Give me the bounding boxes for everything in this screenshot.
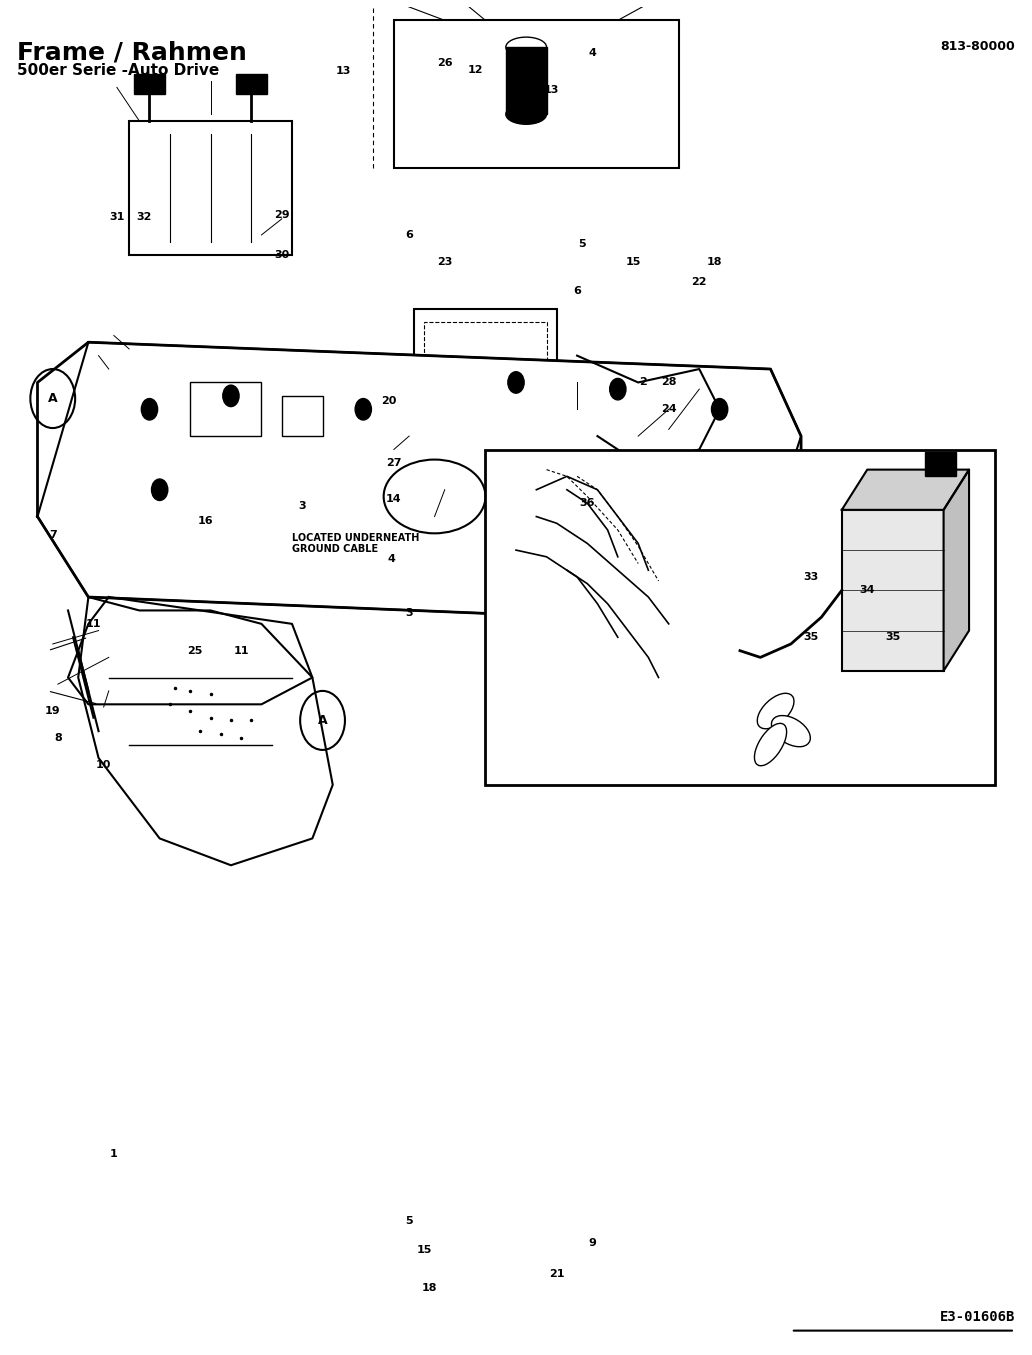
Text: 34: 34 bbox=[860, 585, 875, 595]
Text: 13: 13 bbox=[335, 66, 351, 76]
Text: 4: 4 bbox=[388, 554, 395, 565]
Text: 14: 14 bbox=[386, 495, 401, 504]
Bar bbox=[842, 509, 943, 671]
Bar bbox=[282, 396, 323, 436]
Circle shape bbox=[223, 385, 239, 406]
Text: 11: 11 bbox=[86, 619, 101, 629]
Text: A: A bbox=[318, 714, 327, 726]
Text: 13: 13 bbox=[544, 85, 559, 95]
Text: 21: 21 bbox=[549, 1270, 565, 1279]
Text: 813-80000: 813-80000 bbox=[940, 41, 1014, 53]
Text: 4: 4 bbox=[588, 47, 596, 57]
Circle shape bbox=[610, 378, 626, 400]
Bar bbox=[506, 47, 547, 114]
Text: A: A bbox=[47, 392, 58, 405]
Ellipse shape bbox=[754, 724, 786, 766]
Circle shape bbox=[558, 453, 575, 474]
Text: 5: 5 bbox=[578, 240, 586, 249]
FancyBboxPatch shape bbox=[485, 450, 995, 785]
Text: 19: 19 bbox=[45, 706, 61, 715]
Text: 32: 32 bbox=[136, 213, 152, 222]
Text: 8: 8 bbox=[54, 733, 62, 743]
Bar bbox=[414, 309, 556, 416]
FancyBboxPatch shape bbox=[394, 20, 679, 168]
Text: 25: 25 bbox=[188, 646, 203, 656]
Text: 28: 28 bbox=[660, 378, 676, 388]
Text: 15: 15 bbox=[417, 1245, 432, 1255]
Bar bbox=[424, 322, 547, 402]
Text: 27: 27 bbox=[386, 458, 401, 467]
Circle shape bbox=[711, 398, 728, 420]
Text: 16: 16 bbox=[198, 516, 214, 526]
Text: 36: 36 bbox=[580, 499, 595, 508]
Circle shape bbox=[152, 480, 168, 500]
Circle shape bbox=[355, 398, 372, 420]
Text: 33: 33 bbox=[804, 572, 818, 581]
Text: E3-01606B: E3-01606B bbox=[939, 1310, 1014, 1324]
Polygon shape bbox=[842, 470, 969, 509]
Text: 10: 10 bbox=[96, 760, 111, 770]
FancyBboxPatch shape bbox=[236, 75, 266, 93]
Text: 24: 24 bbox=[660, 404, 677, 415]
Bar bbox=[926, 453, 956, 477]
Text: 9: 9 bbox=[588, 1238, 596, 1248]
Text: 20: 20 bbox=[381, 396, 396, 406]
Text: 30: 30 bbox=[275, 251, 289, 260]
Bar bbox=[190, 382, 261, 436]
Text: 6: 6 bbox=[573, 286, 581, 297]
FancyBboxPatch shape bbox=[134, 75, 165, 93]
Text: LOCATED UNDERNEATH
GROUND CABLE: LOCATED UNDERNEATH GROUND CABLE bbox=[292, 533, 419, 554]
Ellipse shape bbox=[506, 37, 547, 57]
FancyBboxPatch shape bbox=[129, 121, 292, 255]
Text: 1: 1 bbox=[110, 1149, 118, 1159]
Text: 15: 15 bbox=[625, 256, 641, 267]
Text: 35: 35 bbox=[804, 633, 818, 642]
Ellipse shape bbox=[384, 459, 485, 534]
Text: 18: 18 bbox=[707, 256, 722, 267]
Text: 29: 29 bbox=[275, 210, 290, 220]
Text: 3: 3 bbox=[298, 501, 307, 511]
Text: 18: 18 bbox=[422, 1283, 438, 1293]
Text: 26: 26 bbox=[437, 58, 453, 68]
Text: 500er Serie -Auto Drive: 500er Serie -Auto Drive bbox=[18, 64, 220, 79]
Ellipse shape bbox=[772, 715, 810, 747]
Ellipse shape bbox=[506, 104, 547, 125]
Text: 23: 23 bbox=[437, 256, 452, 267]
Circle shape bbox=[508, 371, 524, 393]
Polygon shape bbox=[943, 470, 969, 671]
Ellipse shape bbox=[757, 694, 794, 729]
Text: 7: 7 bbox=[49, 530, 57, 541]
Text: 5: 5 bbox=[406, 1215, 413, 1226]
Text: 22: 22 bbox=[691, 276, 707, 287]
Text: 3: 3 bbox=[406, 608, 413, 618]
Text: 6: 6 bbox=[406, 230, 413, 240]
Text: 31: 31 bbox=[109, 213, 125, 222]
Text: 11: 11 bbox=[233, 646, 249, 656]
Text: 2: 2 bbox=[640, 378, 647, 388]
Text: Frame / Rahmen: Frame / Rahmen bbox=[18, 41, 247, 65]
Circle shape bbox=[141, 398, 158, 420]
Polygon shape bbox=[37, 343, 801, 623]
Text: 35: 35 bbox=[885, 633, 900, 642]
Text: 12: 12 bbox=[467, 65, 483, 75]
